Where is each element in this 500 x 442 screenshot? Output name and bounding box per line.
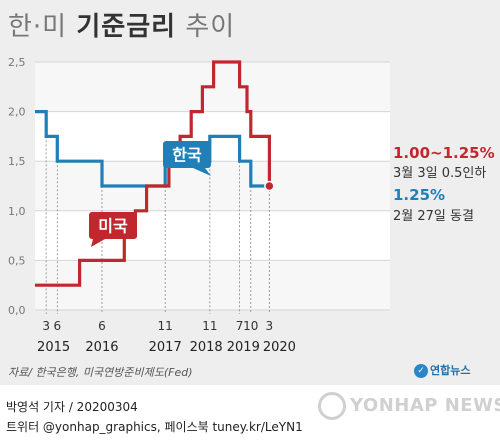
x-month-label: 6: [98, 319, 106, 333]
x-month-label: 3: [266, 319, 274, 333]
y-tick-label: 2,5: [8, 56, 26, 69]
watermark-text: YONHAP NEWS: [350, 395, 500, 416]
x-month-label: 11: [202, 319, 217, 333]
korea-rate-annotation: 1.25%: [393, 186, 445, 204]
end-marker: [264, 180, 275, 192]
korea-label-text: 한국: [172, 146, 202, 165]
korea-label-box: [163, 141, 211, 168]
title-part1: 한·미: [8, 12, 68, 42]
chart-panel: 한·미 기준금리 추이 0,0 0,5 1,0 1,5 2,0 2,5 3 6 6 11 11 7 10…: [0, 0, 500, 385]
us-label-pointer: [91, 239, 105, 247]
plot-band: [35, 210, 390, 261]
x-month-label: 10: [243, 319, 258, 333]
plot-band: [35, 161, 390, 211]
x-month-label: 7: [236, 319, 244, 333]
us-rate-note: 3월 3일 0.5인하: [393, 166, 486, 181]
yonhap-watermark-icon: [318, 392, 346, 420]
source-note: 자료/ 한국은행, 미국연방준비제도(Fed): [8, 366, 193, 379]
x-year-label: 2016: [85, 340, 118, 355]
korea-rate-note: 2월 27일 동결: [393, 209, 474, 224]
yonhap-logo: ✓ 연합뉴스: [414, 362, 470, 378]
korea-label-pointer: [193, 168, 211, 176]
korea-rate-line: [35, 109, 270, 188]
x-year-label: 2017: [149, 340, 182, 355]
plot-band: [35, 260, 390, 310]
title-part3: 추이: [185, 12, 236, 42]
x-year-label: 2019: [227, 340, 260, 355]
y-tick-label: 2,0: [8, 106, 26, 119]
y-tick-label: 1,0: [8, 205, 26, 218]
y-tick-label: 0,5: [8, 254, 26, 267]
byline: 박영석 기자 / 20200304: [6, 400, 138, 414]
y-tick-label: 1,5: [8, 155, 26, 168]
title-part2: 기준금리: [76, 12, 177, 42]
us-label-text: 미국: [98, 217, 128, 236]
social-links: 트위터 @yonhap_graphics, 페이스북 tuney.kr/LeYN…: [6, 420, 303, 434]
chart-title: 한·미 기준금리 추이: [8, 6, 235, 43]
yonhap-watermark: YONHAP NEWS: [318, 392, 500, 420]
x-year-label: 2018: [190, 340, 223, 355]
y-tick-label: 0,0: [8, 304, 26, 317]
yonhap-logo-icon: ✓: [414, 364, 428, 378]
us-label-box: [89, 212, 137, 239]
us-rate-annotation: 1.00~1.25%: [393, 144, 495, 162]
x-month-label: 11: [158, 319, 173, 333]
yonhap-logo-text: 연합뉴스: [430, 364, 471, 377]
x-year-label: 2020: [263, 340, 296, 355]
x-month-label: 3: [42, 319, 50, 333]
x-month-label: 6: [53, 319, 61, 333]
x-year-label: 2015: [37, 340, 70, 355]
